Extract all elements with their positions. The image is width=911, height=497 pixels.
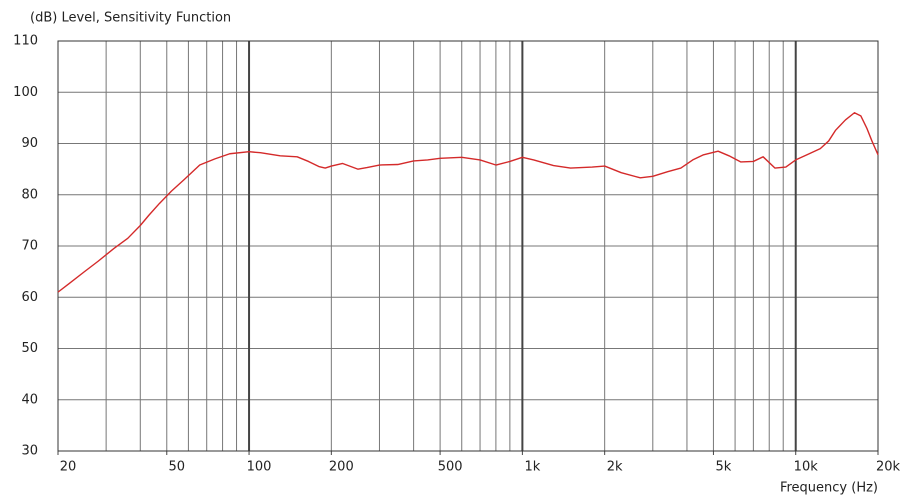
chart-title: (dB) Level, Sensitivity Function [30,11,231,26]
x-tick-label: 50 [168,460,185,475]
x-tick-label: 200 [329,460,354,475]
x-axis-label: Frequency (Hz) [780,481,878,496]
y-tick-label: 110 [13,34,38,49]
x-tick-label: 500 [438,460,463,475]
x-tick-label: 10k [794,460,819,475]
plot-frame [57,40,879,452]
y-tick-label: 70 [21,239,38,254]
y-tick-label: 60 [21,290,38,305]
y-tick-label: 90 [21,136,38,151]
x-tick-label: 20k [876,460,901,475]
y-tick-label: 80 [21,187,38,202]
x-tick-label: 20 [60,460,77,475]
y-tick-label: 50 [21,341,38,356]
x-tick-label: 100 [247,460,272,475]
response-line [57,112,879,293]
y-tick-label: 30 [21,444,38,459]
x-tick-label: 2k [607,460,623,475]
x-tick-label: 5k [716,460,732,475]
x-tick-label: 1k [524,460,540,475]
y-tick-label: 100 [13,85,38,100]
y-tick-label: 40 [21,392,38,407]
